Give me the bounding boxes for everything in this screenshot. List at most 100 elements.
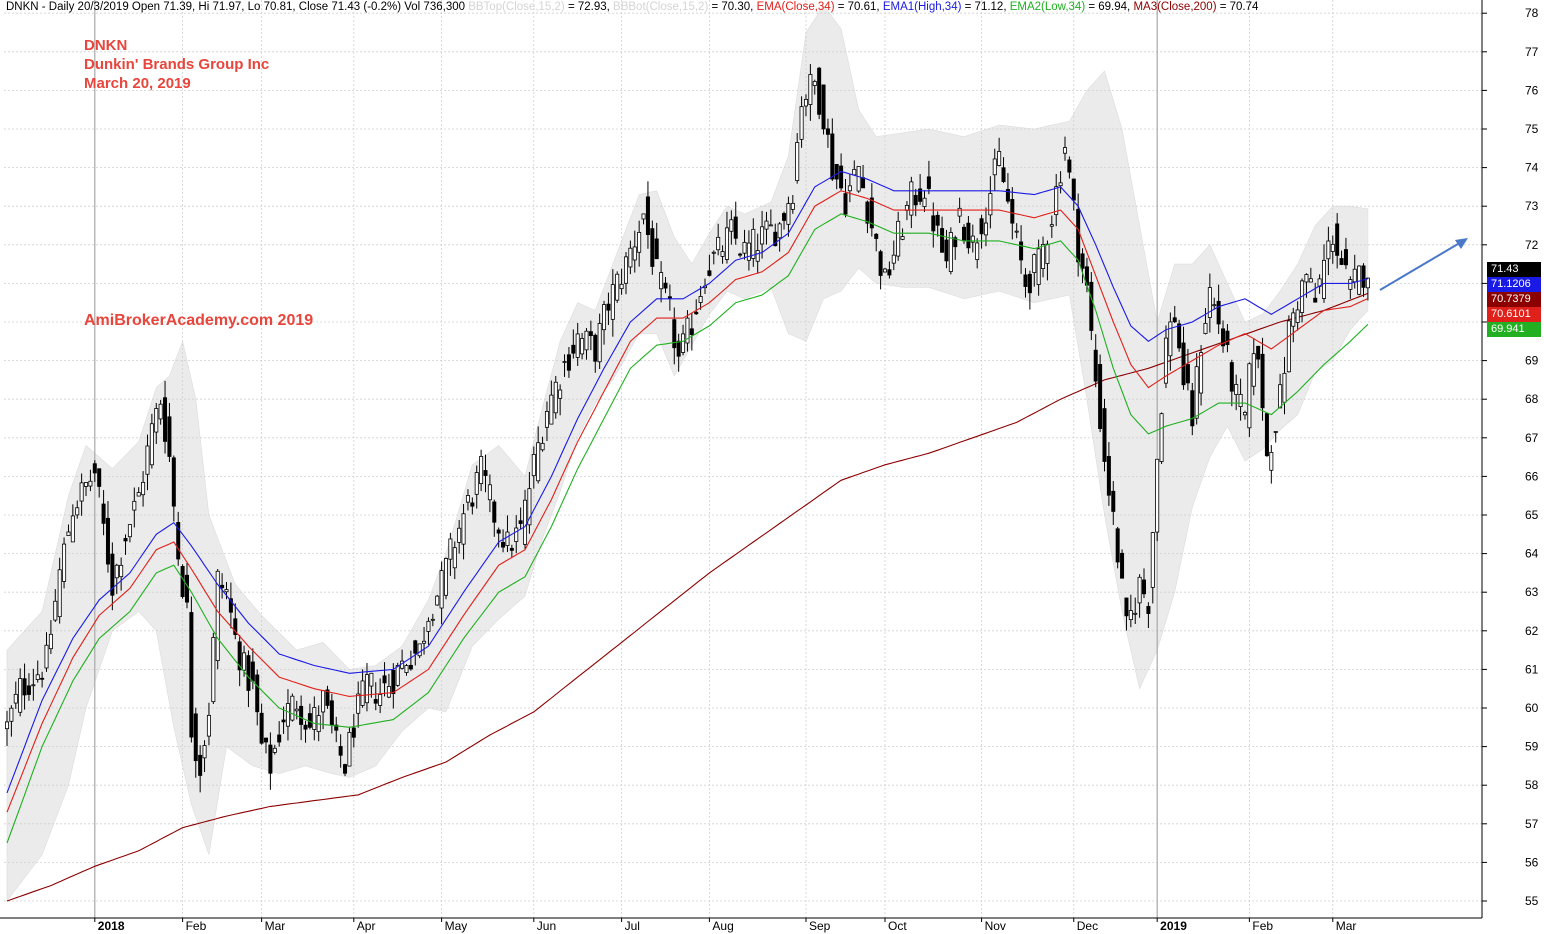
candle-body [1251, 353, 1256, 387]
candle [167, 402, 172, 463]
candle-body [220, 584, 225, 589]
candle [264, 737, 269, 754]
candle [163, 380, 168, 454]
candle-body [268, 744, 273, 774]
candle-body [422, 640, 427, 644]
candle-body [334, 724, 339, 731]
header-ma3-value: = 70.74 [1216, 1, 1259, 13]
candle [746, 230, 751, 271]
y-tick-label: 75 [1525, 122, 1539, 136]
candle-body [382, 675, 387, 684]
candle-body [821, 84, 826, 130]
candle [123, 534, 128, 555]
candle [970, 224, 975, 253]
candle-body [84, 482, 89, 487]
candle-body [782, 213, 787, 221]
candle-body [237, 641, 242, 671]
candle [1260, 337, 1265, 421]
y-tick-label: 65 [1525, 508, 1539, 522]
candle-body [931, 215, 936, 232]
candle-body [35, 674, 40, 680]
candle [474, 465, 479, 509]
candle-body [918, 188, 923, 202]
candle [676, 333, 681, 372]
candle-body [619, 283, 624, 290]
candle [1330, 235, 1335, 264]
candle-body [1269, 451, 1274, 471]
candle [628, 240, 633, 275]
candle-body [940, 228, 945, 253]
candle [53, 589, 58, 622]
candle-body [509, 547, 514, 551]
candle-body [645, 196, 650, 235]
candle-body [136, 492, 141, 497]
candle-body [716, 236, 721, 251]
candle [685, 310, 690, 352]
candle-body [1041, 244, 1046, 269]
candle [1071, 178, 1076, 211]
candle [360, 669, 365, 708]
candle [544, 401, 549, 442]
candle [619, 268, 624, 295]
candle-body [536, 442, 541, 482]
x-tick-label: Dec [1077, 919, 1098, 933]
candle-body [641, 213, 646, 220]
candle [92, 460, 97, 482]
candle-body [953, 237, 958, 248]
candle-body [698, 296, 703, 303]
candle-body [834, 164, 839, 180]
candle-body [707, 270, 712, 276]
candle [992, 148, 997, 191]
candle [1247, 362, 1252, 437]
candle-body [1124, 597, 1129, 617]
candle [615, 271, 620, 303]
candle-body [474, 472, 479, 495]
candle-body [988, 193, 993, 216]
candle-body [461, 513, 466, 545]
candle-body [610, 284, 615, 320]
candle-body [1036, 248, 1041, 285]
candle-body [1308, 278, 1313, 283]
candle-body [830, 133, 835, 180]
candle [900, 228, 905, 241]
header-ema-label: EMA(Close,34) [756, 1, 835, 13]
candle [1282, 356, 1287, 415]
candle-body [962, 226, 967, 242]
candle [347, 726, 352, 767]
candle [637, 220, 642, 267]
candle-body [597, 323, 602, 363]
candle-body [264, 737, 269, 743]
y-tick-label: 55 [1525, 894, 1539, 908]
candle [1313, 282, 1318, 303]
candle [1264, 412, 1269, 457]
candle-body [79, 482, 84, 502]
candle [277, 721, 282, 747]
candle [1106, 442, 1111, 506]
y-tick-label: 59 [1525, 740, 1539, 754]
candle [233, 603, 238, 640]
candle-body [729, 219, 734, 232]
candle [448, 532, 453, 576]
candle [413, 639, 418, 666]
candle-body [1278, 384, 1283, 409]
candle-body [321, 690, 326, 713]
candle [1124, 597, 1129, 631]
candle-body [1080, 253, 1085, 269]
x-tick-label: Jun [537, 919, 556, 933]
candle [1062, 136, 1067, 161]
candle-body [527, 488, 532, 526]
candle [1242, 410, 1247, 420]
ma3-line-layer [6, 292, 1369, 902]
candle [285, 689, 290, 741]
y-tick-label: 58 [1525, 778, 1539, 792]
candle-body [1234, 384, 1239, 395]
candle [119, 557, 124, 591]
candle-body [562, 361, 567, 363]
candle-body [874, 233, 879, 239]
candle-body [623, 256, 628, 284]
candle-body [5, 721, 10, 730]
candle-body [343, 764, 348, 774]
candle-body [812, 81, 817, 86]
candle-body [158, 403, 163, 420]
candle-body [944, 239, 949, 262]
